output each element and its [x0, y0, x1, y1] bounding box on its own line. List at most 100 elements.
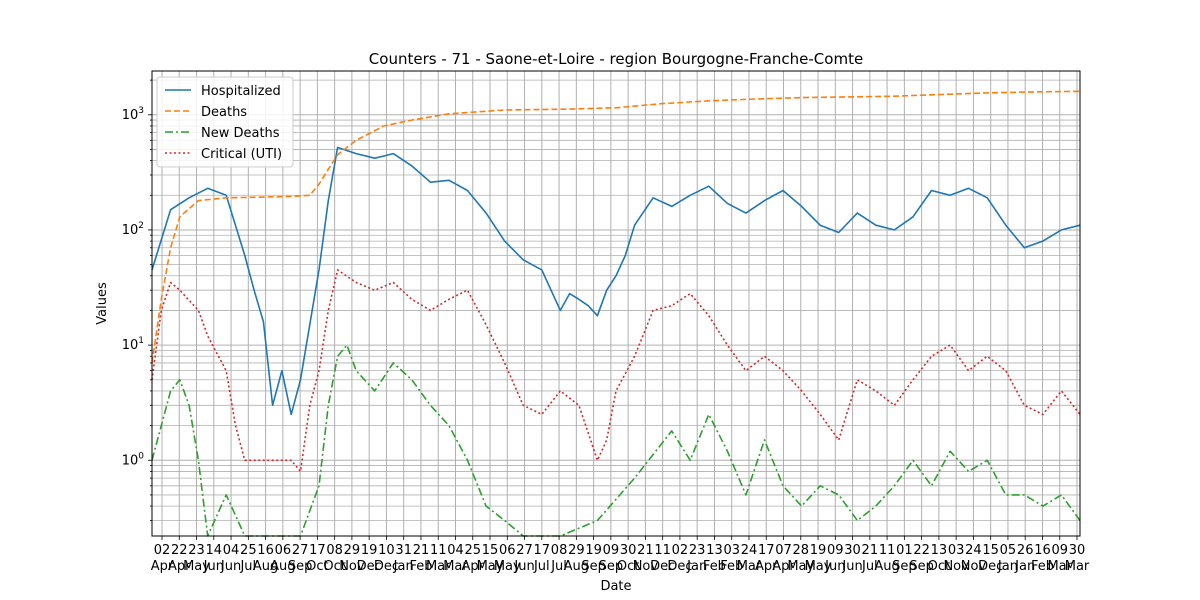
x-tick-label-month: Jul [550, 559, 567, 574]
x-tick-label-day: 06 [499, 543, 516, 558]
x-tick-label-month: May [494, 559, 521, 574]
legend-box [156, 76, 294, 168]
x-tick-label-month: Apr [168, 559, 191, 574]
x-tick-label-month: Oct [306, 559, 328, 574]
x-tick-label-day: 16 [1034, 543, 1051, 558]
x-tick-label-day: 28 [793, 543, 810, 558]
x-tick-label-day: 26 [1017, 543, 1034, 558]
x-tick-label-day: 30 [844, 543, 861, 558]
axis-ticks: 10010110210302Apr22Apr23May14Jun04Jun25J… [122, 79, 1090, 574]
x-tick-label-day: 31 [395, 543, 412, 558]
x-tick-label-day: 21 [413, 543, 430, 558]
x-tick-label-month: Aug [874, 559, 899, 574]
series-line-new-deaths [151, 344, 1081, 537]
x-tick-label-month: May [805, 559, 832, 574]
legend-label: Hospitalized [201, 84, 281, 99]
y-tick-label: 102 [122, 221, 144, 238]
x-tick-label-day: 04 [447, 543, 464, 558]
x-tick-label-day: 27 [292, 543, 309, 558]
x-tick-label-day: 24 [741, 543, 758, 558]
x-tick-label-month: Apr [151, 559, 174, 574]
legend-label: New Deaths [201, 126, 280, 141]
x-tick-label-day: 15 [482, 543, 499, 558]
x-tick-label-month: Feb [1031, 559, 1054, 574]
x-tick-label-month: Dec [667, 559, 692, 574]
x-tick-label-day: 16 [257, 543, 274, 558]
x-tick-label-day: 19 [585, 543, 602, 558]
x-tick-label-day: 17 [309, 543, 326, 558]
x-tick-label-day: 13 [931, 543, 948, 558]
x-tick-label-month: Jul [533, 559, 550, 574]
x-tick-label-month: Oct [928, 559, 950, 574]
x-tick-label-day: 22 [171, 543, 188, 558]
x-tick-label-day: 08 [326, 543, 343, 558]
x-tick-label-month: Mar [443, 559, 468, 574]
x-tick-label-month: Mar [426, 559, 451, 574]
x-tick-label-month: Dec [374, 559, 399, 574]
x-tick-label-month: Jan [686, 559, 707, 574]
x-tick-label-month: Sep [599, 559, 624, 574]
x-tick-label-month: Jan [393, 559, 414, 574]
x-tick-label-month: Sep [892, 559, 917, 574]
x-tick-label-month: Jun [513, 559, 534, 574]
x-tick-label-day: 11 [879, 543, 896, 558]
x-tick-label-month: Nov [943, 559, 969, 574]
series-line-hospitalized [151, 146, 1081, 416]
x-tick-label-month: Feb [409, 559, 432, 574]
x-tick-label-month: Jan [1014, 559, 1035, 574]
x-tick-label-month: May [477, 559, 504, 574]
x-tick-label-month: Jun [220, 559, 241, 574]
x-tick-label-day: 08 [551, 543, 568, 558]
x-tick-label-month: Jun [824, 559, 845, 574]
x-tick-label-month: Dec [650, 559, 675, 574]
x-tick-label-day: 05 [1000, 543, 1017, 558]
x-tick-label-day: 15 [982, 543, 999, 558]
x-tick-label-month: Mar [1047, 559, 1072, 574]
x-tick-label-month: Feb [720, 559, 743, 574]
x-tick-label-month: Dec [978, 559, 1003, 574]
x-tick-label-day: 03 [948, 543, 965, 558]
x-tick-label-month: Jun [203, 559, 224, 574]
x-tick-label-day: 11 [654, 543, 671, 558]
x-tick-label-day: 06 [275, 543, 292, 558]
x-tick-label-day: 21 [862, 543, 879, 558]
x-tick-label-day: 19 [361, 543, 378, 558]
x-tick-label-day: 14 [206, 543, 223, 558]
x-tick-label-day: 11 [430, 543, 447, 558]
grid-lines [152, 71, 1080, 536]
x-tick-label-day: 25 [464, 543, 481, 558]
x-tick-label-month: Jun [841, 559, 862, 574]
x-tick-label-month: Oct [323, 559, 345, 574]
x-tick-label-month: Mar [1065, 559, 1090, 574]
y-tick-label: 101 [122, 336, 144, 353]
x-tick-label-month: Jan [997, 559, 1018, 574]
x-tick-label-month: Apr [462, 559, 485, 574]
x-tick-label-day: 09 [1051, 543, 1068, 558]
plot-frame [151, 70, 1081, 537]
series-line-deaths [151, 90, 1081, 364]
x-tick-label-day: 23 [188, 543, 205, 558]
x-tick-label-day: 21 [637, 543, 654, 558]
x-tick-label-day: 19 [810, 543, 827, 558]
legend-label: Deaths [201, 105, 247, 120]
x-tick-label-day: 24 [965, 543, 982, 558]
x-tick-label-month: Mar [737, 559, 762, 574]
x-tick-label-month: Nov [961, 559, 987, 574]
series-line-critical-uti [151, 269, 1081, 473]
x-tick-label-day: 30 [620, 543, 637, 558]
x-axis-label: Date [600, 579, 631, 594]
x-tick-label-month: Jul [861, 559, 878, 574]
x-tick-label-month: Sep [581, 559, 606, 574]
chart-title: Counters - 71 - Saone-et-Loire - region … [369, 50, 863, 68]
x-tick-label-month: Sep [909, 559, 934, 574]
x-tick-label-month: Apr [755, 559, 778, 574]
x-tick-label-day: 13 [706, 543, 723, 558]
x-tick-label-month: Jul [239, 559, 256, 574]
x-tick-label-month: Aug [253, 559, 278, 574]
y-tick-label: 100 [122, 451, 145, 468]
x-tick-label-day: 30 [1069, 543, 1086, 558]
x-tick-label-day: 07 [775, 543, 792, 558]
x-tick-label-day: 29 [568, 543, 585, 558]
x-tick-label-day: 09 [603, 543, 620, 558]
